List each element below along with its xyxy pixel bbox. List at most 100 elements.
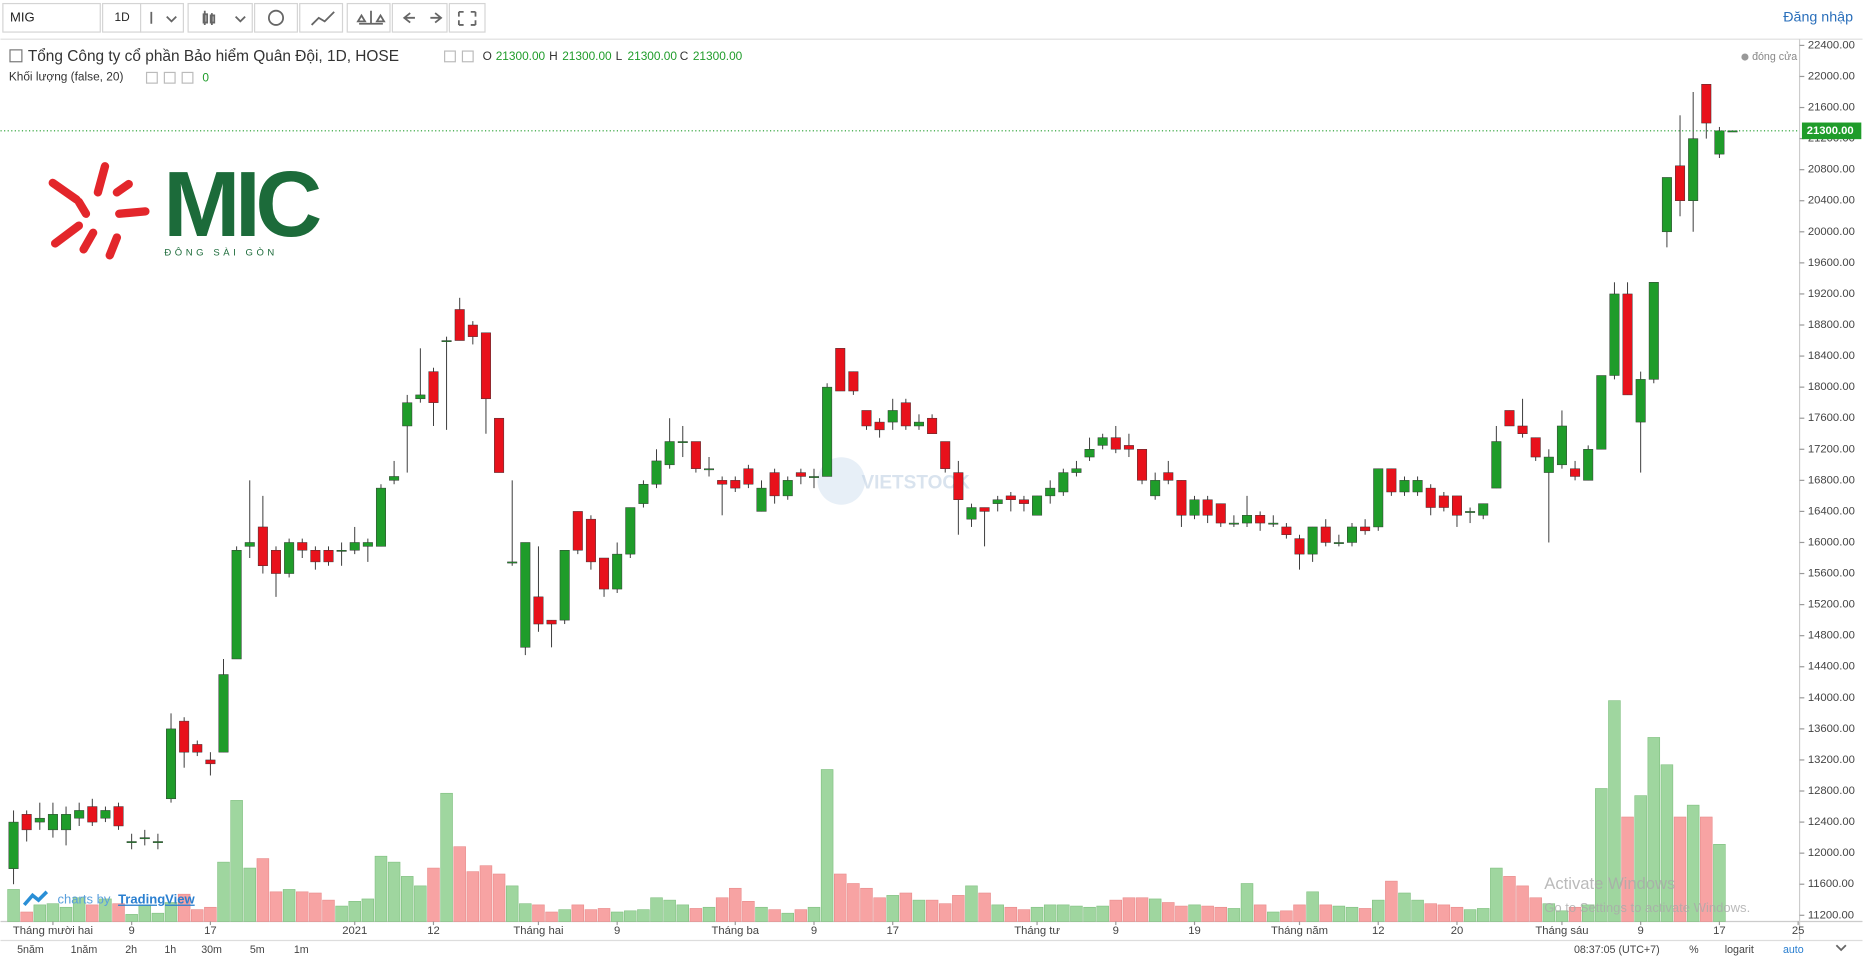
range-button[interactable]: 2h — [125, 944, 137, 956]
volume-bar — [1017, 909, 1031, 922]
o-key: O — [483, 49, 492, 63]
candle-body — [218, 674, 229, 753]
vietstock-watermark: VIETSTOCK — [861, 472, 970, 493]
fullscreen[interactable] — [448, 2, 486, 33]
login[interactable]: Đăng nhập — [1783, 10, 1853, 26]
volume-bar — [427, 867, 440, 922]
candle-body — [651, 460, 662, 485]
volume-bar — [571, 904, 585, 922]
candle-body — [152, 841, 163, 843]
volume-bar — [1227, 908, 1241, 922]
legend-icon[interactable] — [461, 50, 474, 63]
candle-body — [1491, 441, 1502, 489]
candle-body — [1215, 503, 1226, 524]
legend-icon[interactable] — [181, 71, 194, 84]
chart-style[interactable] — [187, 2, 253, 33]
volume-bar — [742, 901, 755, 922]
last-price-label: 21300.00 — [1807, 125, 1854, 137]
volume-bar — [965, 885, 978, 922]
candle-body — [690, 441, 701, 469]
volume-bar — [1083, 906, 1096, 922]
range-button[interactable]: 1m — [294, 944, 309, 956]
y-tick-label: 17200.00 — [1808, 443, 1855, 455]
credit[interactable]: TradingView — [118, 892, 195, 907]
volume-bar — [125, 914, 138, 922]
candle-body — [1176, 480, 1187, 516]
x-tick-label: 12 — [1372, 925, 1385, 937]
volume-bar — [938, 903, 952, 922]
candle-body — [1137, 449, 1148, 481]
candle-body — [244, 542, 255, 547]
settings-arrow[interactable] — [1835, 944, 1847, 952]
log-toggle[interactable]: logarit — [1725, 944, 1754, 956]
y-tick-label: 19600.00 — [1808, 257, 1855, 269]
volume-bar — [519, 903, 532, 922]
collapse-icon[interactable] — [9, 49, 23, 63]
candle-body — [402, 402, 413, 427]
candle-body — [441, 340, 452, 342]
legend-icon[interactable] — [145, 71, 158, 84]
range-button[interactable]: 1h — [164, 944, 176, 956]
candle-body — [1386, 468, 1397, 493]
volume-bar — [1240, 883, 1254, 922]
candle-body — [1412, 480, 1423, 493]
range-button[interactable]: 30m — [201, 944, 222, 956]
range-button[interactable]: 5năm — [17, 944, 44, 956]
x-tick-label: 17 — [1713, 925, 1726, 937]
candle-body — [100, 810, 111, 819]
range-button[interactable]: 5m — [250, 944, 265, 956]
indicators[interactable] — [299, 2, 344, 33]
volume-bar — [584, 909, 598, 922]
c-value: 21300.00 — [693, 49, 743, 63]
y-tick-label: 11600.00 — [1808, 878, 1854, 890]
volume-bar — [978, 892, 991, 922]
volume-bar — [1043, 904, 1057, 922]
auto-toggle[interactable]: auto — [1783, 944, 1804, 956]
candle-body — [730, 480, 741, 489]
candle-body — [231, 550, 242, 660]
y-tick-label: 15600.00 — [1808, 568, 1855, 580]
candle-body — [743, 468, 754, 485]
x-tick-label: 17 — [886, 925, 899, 937]
settings[interactable] — [254, 2, 298, 33]
candle-body — [139, 837, 150, 840]
symbol[interactable]: MIG — [10, 9, 35, 24]
candle-body — [677, 441, 688, 443]
candle-body — [1399, 480, 1410, 493]
volume-bar — [1175, 905, 1188, 922]
volume-bar — [1030, 906, 1044, 922]
candle-body — [21, 814, 32, 831]
candle-body — [1504, 410, 1515, 427]
interval-menu[interactable] — [140, 2, 184, 33]
candle-body — [192, 744, 203, 753]
range-button[interactable]: 1năm — [71, 944, 98, 956]
symbol-box[interactable] — [2, 2, 101, 33]
candle-body — [205, 759, 216, 765]
market-status: đóng cửa — [1752, 51, 1797, 63]
compare[interactable] — [346, 2, 391, 33]
candle-body — [47, 814, 58, 831]
legend-icon[interactable] — [444, 50, 456, 63]
volume-bar — [400, 876, 414, 922]
percent-toggle[interactable]: % — [1689, 944, 1699, 956]
volume-bar — [860, 887, 873, 922]
volume-title: Khối lượng (false, 20) — [9, 69, 124, 83]
candle-body — [848, 371, 859, 392]
candle-body — [927, 417, 938, 434]
candle-body — [1110, 437, 1121, 450]
candle-body — [1596, 375, 1607, 450]
candle-body — [900, 402, 911, 427]
candle-body — [953, 472, 964, 500]
volume-bar — [322, 899, 335, 922]
candle-body — [428, 371, 439, 403]
logo-text: MIC — [163, 152, 322, 256]
volume-bar — [348, 901, 361, 922]
interval[interactable]: 1D — [115, 10, 130, 24]
legend-icon[interactable] — [163, 71, 176, 84]
volume-bar — [256, 858, 270, 922]
candle-body — [1675, 165, 1686, 201]
volume-bar — [597, 908, 611, 922]
y-tick-label: 20000.00 — [1808, 226, 1855, 238]
candle-body — [61, 814, 72, 831]
volume-bar — [479, 865, 493, 922]
